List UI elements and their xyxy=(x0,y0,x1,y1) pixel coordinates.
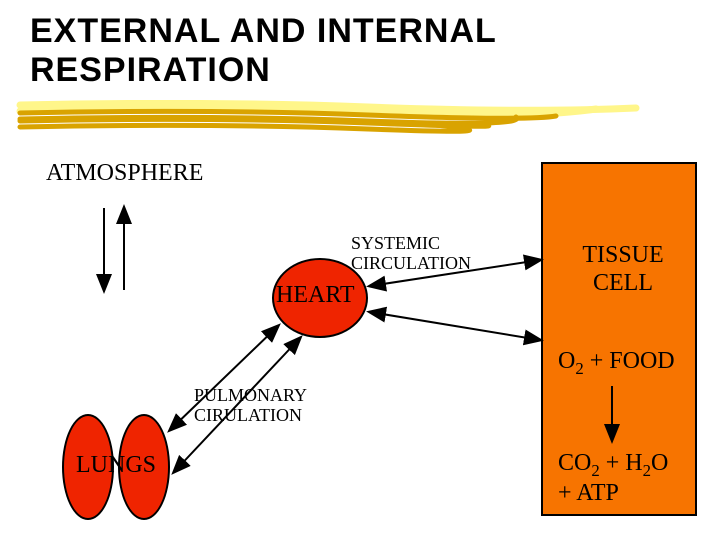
pulmonary-circulation-label: PULMONARY CIRULATION xyxy=(194,386,307,426)
systemic-line1: SYSTEMIC xyxy=(351,233,440,253)
systemic-circulation-label: SYSTEMIC CIRCULATION xyxy=(351,234,471,274)
atmosphere-label: ATMOSPHERE xyxy=(46,160,203,187)
title-line2: RESPIRATION xyxy=(30,51,271,89)
heart-label: HEART xyxy=(276,282,355,309)
tissue-cell-label: TISSUE CELL xyxy=(578,242,668,297)
tissue-line1: TISSUE xyxy=(582,242,663,268)
title-line1: EXTERNAL AND INTERNAL xyxy=(30,12,497,50)
tissue-line2: CELL xyxy=(593,270,653,296)
lungs-label: LUNGS xyxy=(76,452,156,479)
products-label: CO2 + H2O+ ATP xyxy=(558,450,668,507)
slide-title: EXTERNAL AND INTERNAL RESPIRATION xyxy=(30,12,497,90)
systemic-line2: CIRCULATION xyxy=(351,253,471,273)
title-underline xyxy=(16,100,656,136)
o2-plus-food-label: O2 + FOOD xyxy=(558,348,675,379)
pulmonary-line2: CIRULATION xyxy=(194,405,302,425)
arrow-systemic-lower xyxy=(370,312,540,340)
pulmonary-line1: PULMONARY xyxy=(194,385,307,405)
